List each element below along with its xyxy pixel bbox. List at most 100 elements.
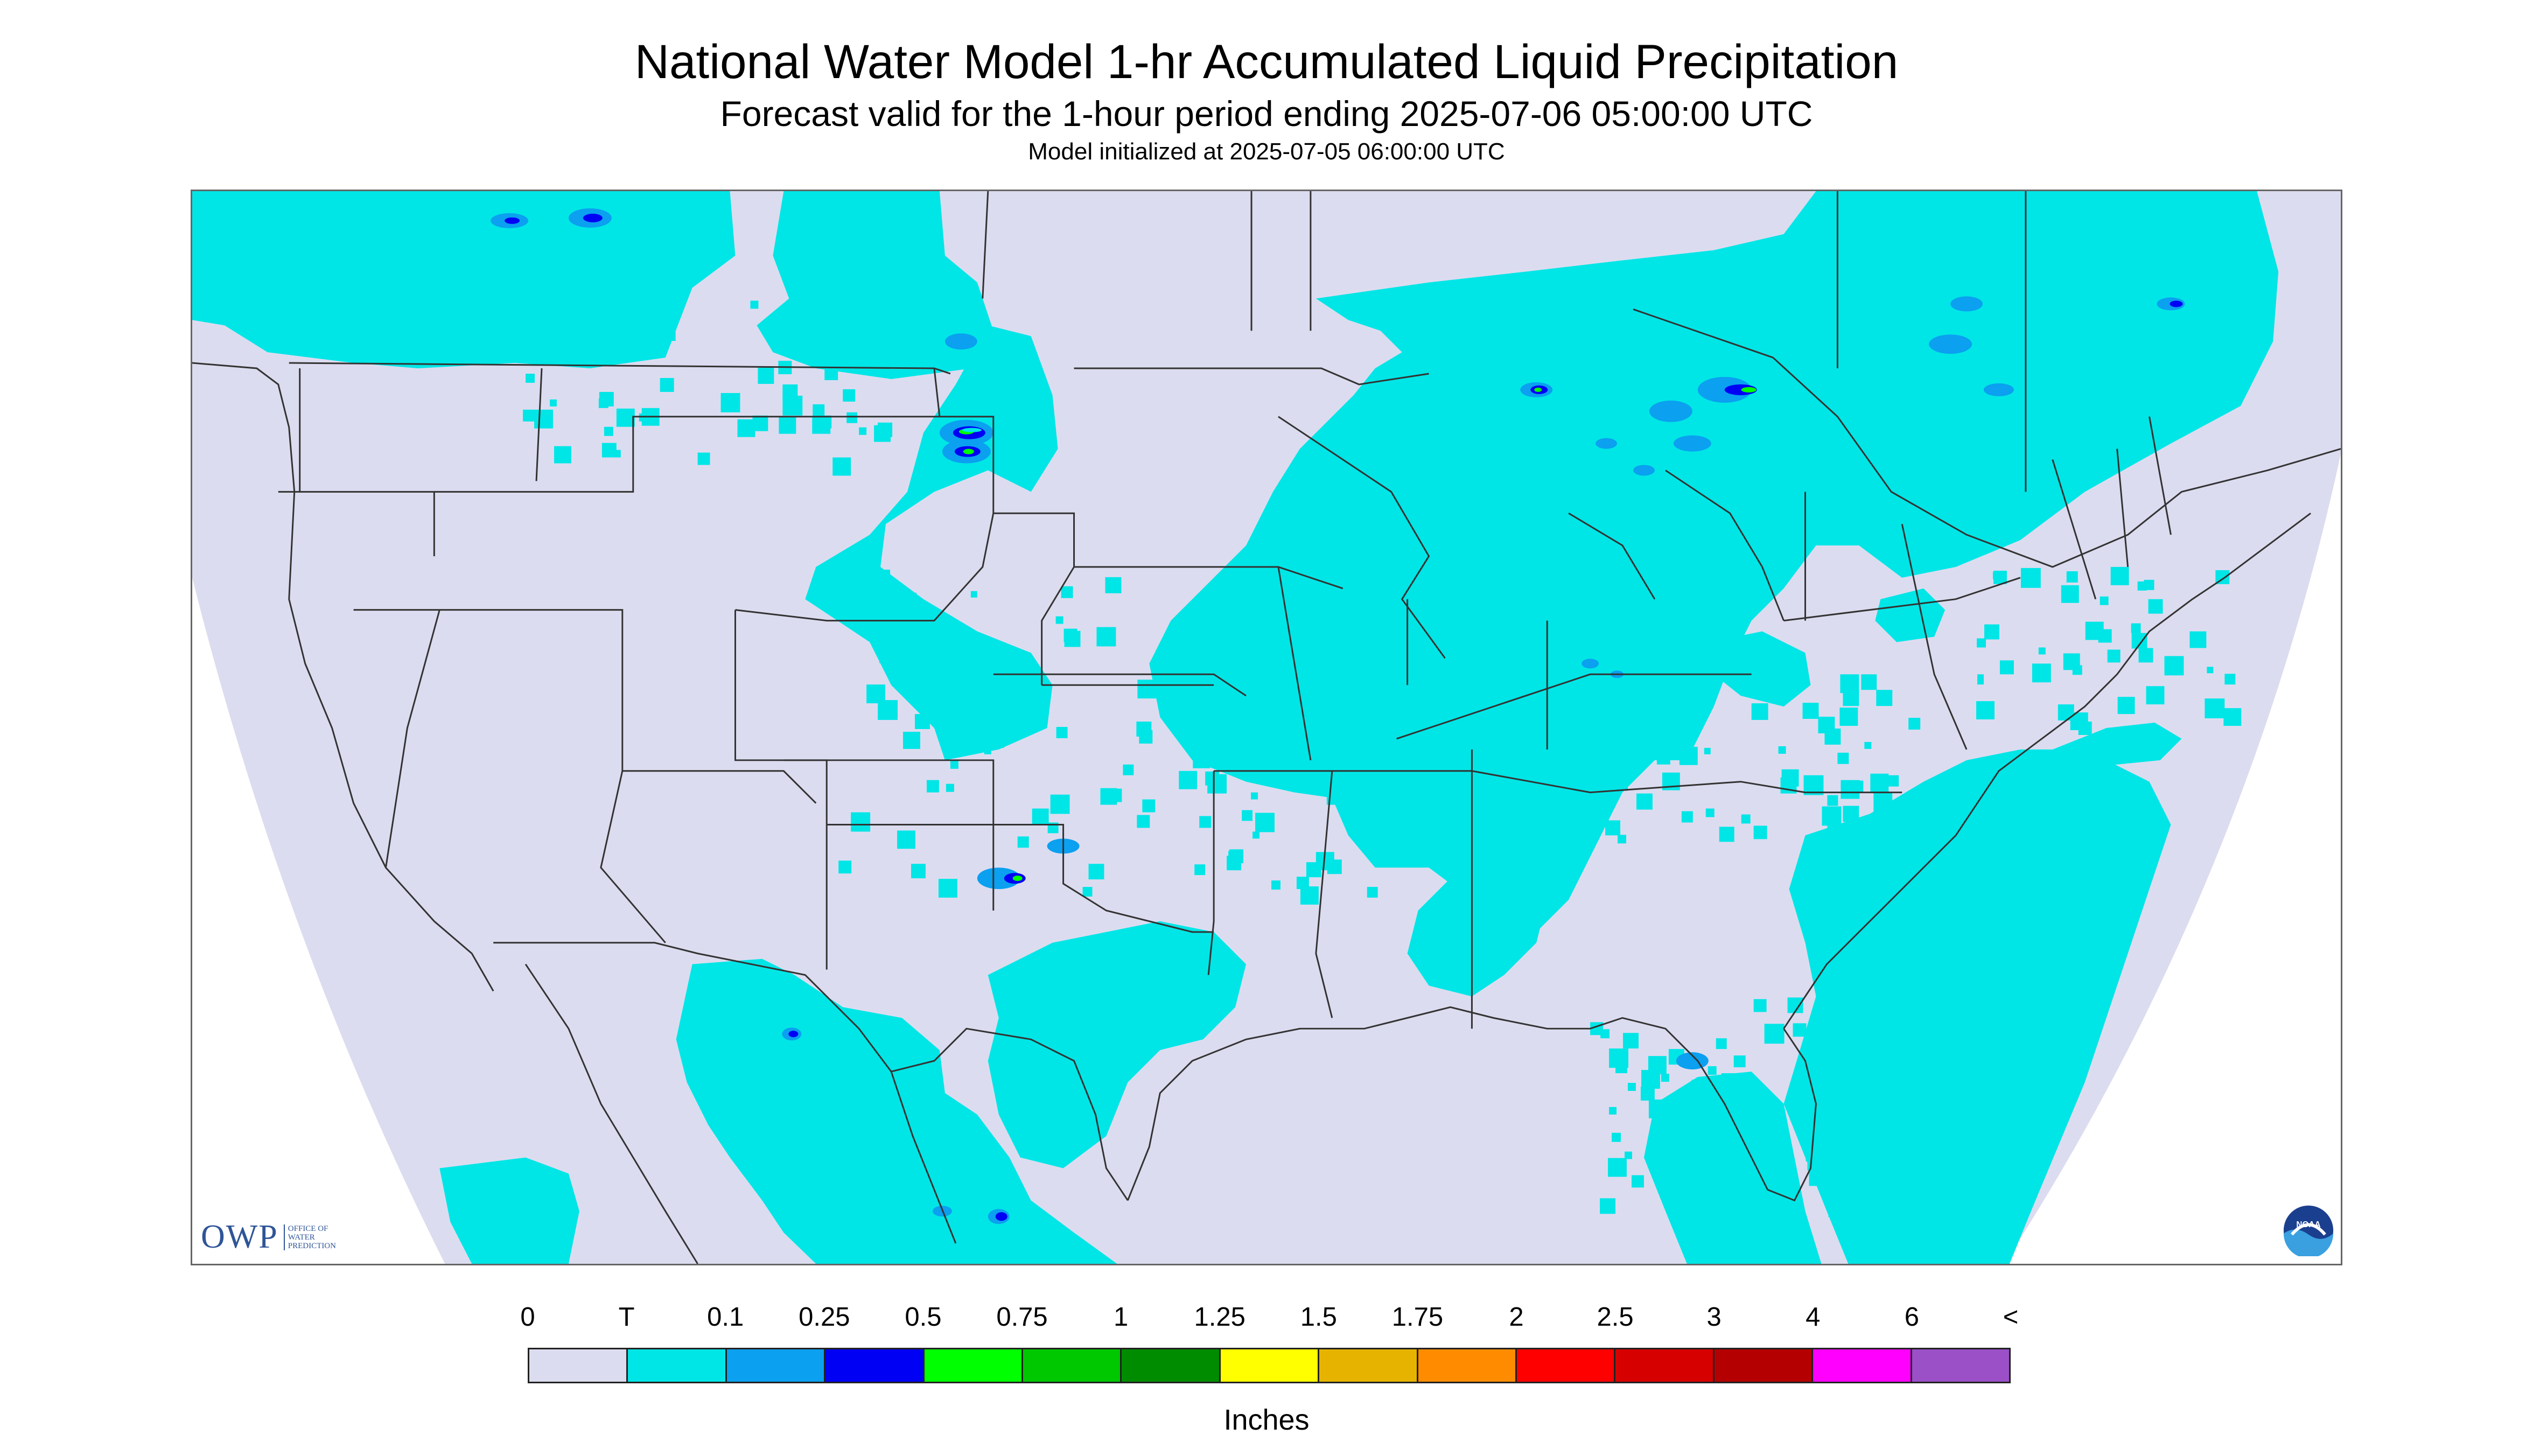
precip-speckle bbox=[1852, 780, 1864, 792]
precip-speckle bbox=[2223, 708, 2242, 726]
precip-speckle bbox=[737, 419, 755, 437]
precip-speckle bbox=[1681, 811, 1693, 823]
precip-speckle bbox=[1631, 645, 1646, 660]
precip-speckle bbox=[1809, 1171, 1824, 1186]
precip-speckle bbox=[1179, 771, 1198, 789]
precip-speckle bbox=[1105, 577, 1122, 593]
boundary-line bbox=[1074, 367, 1429, 386]
precip-speckle bbox=[540, 311, 548, 319]
precip-speckle bbox=[616, 408, 635, 427]
precip-speckle bbox=[1636, 793, 1653, 810]
precip-speckle bbox=[1824, 728, 1841, 745]
precip-speckle bbox=[1285, 719, 1298, 731]
precip-speckle bbox=[886, 642, 899, 654]
precip-speckle bbox=[1670, 712, 1690, 731]
precip-speckle bbox=[526, 373, 535, 383]
precip-speckle bbox=[2100, 596, 2109, 605]
precip-speckle bbox=[1509, 671, 1528, 690]
legend-labels: 0 T 0.1 0.25 0.5 0.75 1 1.25 1.5 1.75 2 2.5 3 4 6 < bbox=[520, 1302, 2018, 1334]
precip-speckle bbox=[1032, 808, 1049, 825]
precip-speckle bbox=[946, 783, 954, 792]
precip-speckle bbox=[839, 568, 851, 579]
owp-logo-subtitle: OFFICE OF WATER PREDICTION bbox=[283, 1224, 336, 1250]
precip-speckle bbox=[1641, 621, 1648, 628]
precip-speckle bbox=[1088, 864, 1104, 880]
precip-speckle bbox=[938, 879, 957, 898]
boundary-line bbox=[1568, 512, 1656, 600]
precip-speckle bbox=[1192, 705, 1202, 715]
precip-speckle bbox=[1271, 880, 1281, 890]
precip-speckle bbox=[1499, 680, 1509, 691]
light-precip-cell bbox=[977, 867, 1020, 890]
precip-speckle bbox=[1725, 1095, 1742, 1112]
boundary-line bbox=[1633, 308, 2341, 568]
precip-speckle bbox=[1837, 752, 1849, 764]
precip-speckle bbox=[1481, 652, 1501, 671]
precip-speckle bbox=[1608, 1158, 1627, 1177]
precip-speckle bbox=[1554, 649, 1562, 657]
precipitation-layer bbox=[192, 191, 2279, 1264]
precip-speckle bbox=[1544, 806, 1560, 821]
boundary-line bbox=[1277, 566, 1312, 761]
boundary-line bbox=[535, 368, 543, 481]
light-precip-cell bbox=[1596, 438, 1618, 449]
legend-swatch bbox=[1912, 1349, 2010, 1382]
trace-precip-area bbox=[439, 1157, 579, 1264]
trace-precip-area bbox=[1708, 631, 1811, 707]
precip-speckle bbox=[984, 747, 991, 754]
precip-speckle bbox=[1454, 799, 1471, 815]
precip-speckle bbox=[1522, 736, 1540, 753]
precip-speckle bbox=[1136, 722, 1152, 737]
precip-speckle bbox=[1719, 827, 1734, 842]
precip-speckle bbox=[1082, 887, 1093, 897]
precip-speckle bbox=[1137, 680, 1157, 699]
precip-speckle bbox=[1860, 1068, 1869, 1077]
precip-speckle bbox=[851, 812, 871, 832]
precip-speckle bbox=[1296, 877, 1309, 890]
precip-speckle bbox=[1332, 660, 1339, 667]
owp-sub-line: WATER bbox=[288, 1233, 315, 1242]
precip-speckle bbox=[832, 457, 851, 476]
precip-speckle bbox=[926, 697, 940, 711]
legend-tick-label: 1 bbox=[1113, 1303, 1129, 1332]
precip-speckle bbox=[599, 307, 613, 320]
precip-speckle bbox=[778, 326, 797, 346]
precip-speckle bbox=[1334, 730, 1343, 739]
precip-speckle bbox=[1461, 731, 1478, 748]
precip-speckle bbox=[720, 393, 740, 412]
legend-swatch bbox=[628, 1349, 727, 1382]
precip-speckle bbox=[1367, 887, 1378, 898]
precip-speckle bbox=[919, 662, 930, 674]
boundary-line bbox=[1278, 416, 1446, 659]
precip-speckle bbox=[1276, 722, 1285, 731]
precip-speckle bbox=[1351, 640, 1367, 656]
precip-speckle bbox=[1648, 1056, 1667, 1075]
legend-swatch bbox=[726, 1349, 826, 1382]
precip-speckle bbox=[1809, 1120, 1825, 1136]
precipitation-map: OWP OFFICE OF WATER PREDICTION NOAA bbox=[191, 190, 2342, 1265]
precip-speckle bbox=[2072, 665, 2082, 675]
legend-swatch bbox=[1122, 1349, 1221, 1382]
legend-tick-label: 2 bbox=[1509, 1303, 1524, 1332]
legend-tick-label: 6 bbox=[1904, 1303, 1920, 1332]
legend-swatch bbox=[1023, 1349, 1122, 1382]
legend-swatch bbox=[1615, 1349, 1715, 1382]
precip-speckle bbox=[820, 337, 836, 352]
legend-tick-label: T bbox=[618, 1303, 635, 1332]
precip-speckle bbox=[552, 305, 567, 320]
precip-speckle bbox=[613, 450, 621, 458]
precip-speckle bbox=[1440, 670, 1454, 685]
boundary-line bbox=[1315, 771, 1333, 1018]
legend-tick-label: 0.5 bbox=[905, 1303, 942, 1332]
precip-speckle bbox=[1977, 678, 1984, 685]
precip-speckle bbox=[534, 409, 553, 429]
legend-tick-label: 0 bbox=[520, 1303, 535, 1332]
precip-speckle bbox=[1551, 570, 1567, 586]
precip-speckle bbox=[911, 864, 926, 879]
precip-speckle bbox=[1984, 624, 1999, 640]
precip-speckle bbox=[1056, 727, 1068, 738]
precip-speckle bbox=[1753, 999, 1767, 1012]
precip-speckle bbox=[1992, 571, 2000, 579]
precip-speckle bbox=[2058, 704, 2074, 721]
legend-swatch bbox=[529, 1349, 628, 1382]
